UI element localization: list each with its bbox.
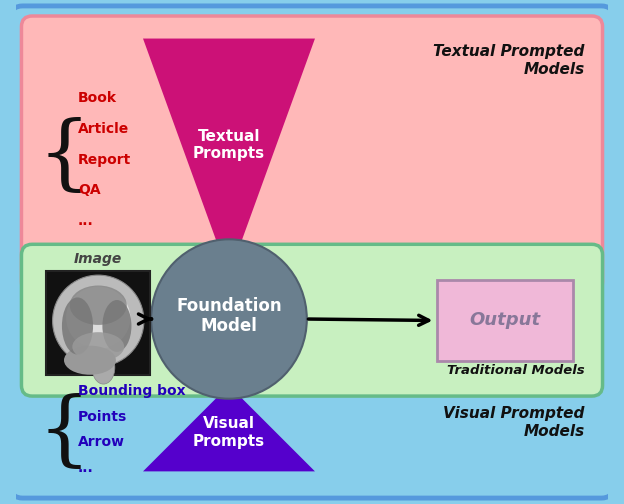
Text: {: { xyxy=(38,393,91,473)
Ellipse shape xyxy=(66,287,130,349)
Text: {: { xyxy=(38,117,91,197)
Ellipse shape xyxy=(151,239,307,399)
Ellipse shape xyxy=(92,351,115,384)
Text: Bounding box: Bounding box xyxy=(78,385,185,398)
Polygon shape xyxy=(143,38,315,276)
Ellipse shape xyxy=(102,300,132,352)
Ellipse shape xyxy=(70,285,127,325)
FancyBboxPatch shape xyxy=(21,16,603,292)
Bar xyxy=(437,280,573,360)
Text: Visual
Prompts: Visual Prompts xyxy=(193,416,265,449)
Text: Textual
Prompts: Textual Prompts xyxy=(193,129,265,161)
Text: QA: QA xyxy=(78,183,100,198)
FancyBboxPatch shape xyxy=(11,6,613,498)
Text: Traditional Models: Traditional Models xyxy=(447,363,585,376)
Text: ...: ... xyxy=(78,214,94,228)
Text: Report: Report xyxy=(78,153,131,166)
Ellipse shape xyxy=(72,332,124,361)
Text: Book: Book xyxy=(78,91,117,105)
Text: Output: Output xyxy=(469,311,540,330)
Text: Article: Article xyxy=(78,121,129,136)
FancyBboxPatch shape xyxy=(21,244,603,396)
Text: Arrow: Arrow xyxy=(78,435,125,450)
Text: Points: Points xyxy=(78,410,127,424)
Text: Image: Image xyxy=(74,251,122,266)
Text: Textual Prompted
Models: Textual Prompted Models xyxy=(434,44,585,77)
Text: Foundation
Model: Foundation Model xyxy=(176,297,282,336)
Ellipse shape xyxy=(64,346,116,375)
Bar xyxy=(46,271,150,375)
Ellipse shape xyxy=(52,275,144,366)
Polygon shape xyxy=(143,386,315,471)
Ellipse shape xyxy=(62,297,93,354)
Text: Visual Prompted
Models: Visual Prompted Models xyxy=(444,406,585,438)
Text: ...: ... xyxy=(78,461,94,475)
